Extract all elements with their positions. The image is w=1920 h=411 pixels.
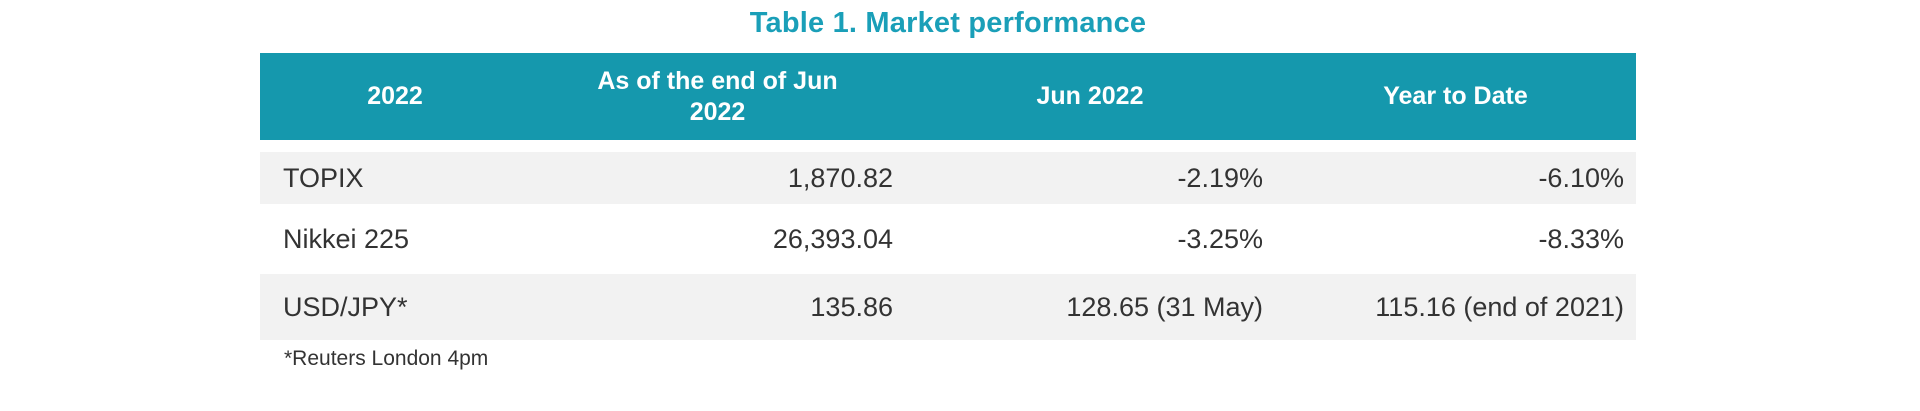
cell-usdjpy-name: USD/JPY* bbox=[260, 274, 530, 340]
column-header-year-to-date-label: Year to Date bbox=[1383, 82, 1528, 110]
column-header-2022-label: 2022 bbox=[367, 82, 423, 110]
market-performance-table: 2022 As of the end of Jun 2022 Jun 2022 … bbox=[260, 53, 1636, 340]
cell-usdjpy-jun-2022: 128.65 (31 May) bbox=[905, 274, 1275, 340]
column-header-jun-2022-label: Jun 2022 bbox=[1036, 82, 1144, 110]
table-row-usd-jpy: USD/JPY* 135.86 128.65 (31 May) 115.16 (… bbox=[260, 274, 1636, 340]
column-header-end-of-jun-2022: As of the end of Jun 2022 bbox=[530, 53, 905, 152]
cell-usdjpy-end-of-jun: 135.86 bbox=[530, 274, 905, 340]
table-header: 2022 As of the end of Jun 2022 Jun 2022 … bbox=[260, 53, 1636, 152]
table-row-nikkei-225: Nikkei 225 26,393.04 -3.25% -8.33% bbox=[260, 204, 1636, 274]
column-header-2022: 2022 bbox=[260, 53, 530, 152]
table-row-topix: TOPIX 1,870.82 -2.19% -6.10% bbox=[260, 152, 1636, 204]
cell-topix-end-of-jun: 1,870.82 bbox=[530, 152, 905, 204]
table-title: Table 1. Market performance bbox=[749, 7, 1147, 39]
column-header-end-of-jun-2022-label: As of the end of Jun 2022 bbox=[597, 66, 838, 126]
column-header-jun-2022: Jun 2022 bbox=[905, 53, 1275, 152]
table-footnote: *Reuters London 4pm bbox=[284, 347, 489, 370]
cell-nikkei-ytd: -8.33% bbox=[1275, 204, 1636, 274]
cell-usdjpy-ytd: 115.16 (end of 2021) bbox=[1275, 274, 1636, 340]
table-body: TOPIX 1,870.82 -2.19% -6.10% Nikkei 225 … bbox=[260, 152, 1636, 340]
header-row: 2022 As of the end of Jun 2022 Jun 2022 … bbox=[260, 53, 1636, 152]
cell-nikkei-name: Nikkei 225 bbox=[260, 204, 530, 274]
cell-nikkei-jun-2022: -3.25% bbox=[905, 204, 1275, 274]
cell-nikkei-end-of-jun: 26,393.04 bbox=[530, 204, 905, 274]
column-header-year-to-date: Year to Date bbox=[1275, 53, 1636, 152]
cell-topix-ytd: -6.10% bbox=[1275, 152, 1636, 204]
cell-topix-jun-2022: -2.19% bbox=[905, 152, 1275, 204]
cell-topix-name: TOPIX bbox=[260, 152, 530, 204]
